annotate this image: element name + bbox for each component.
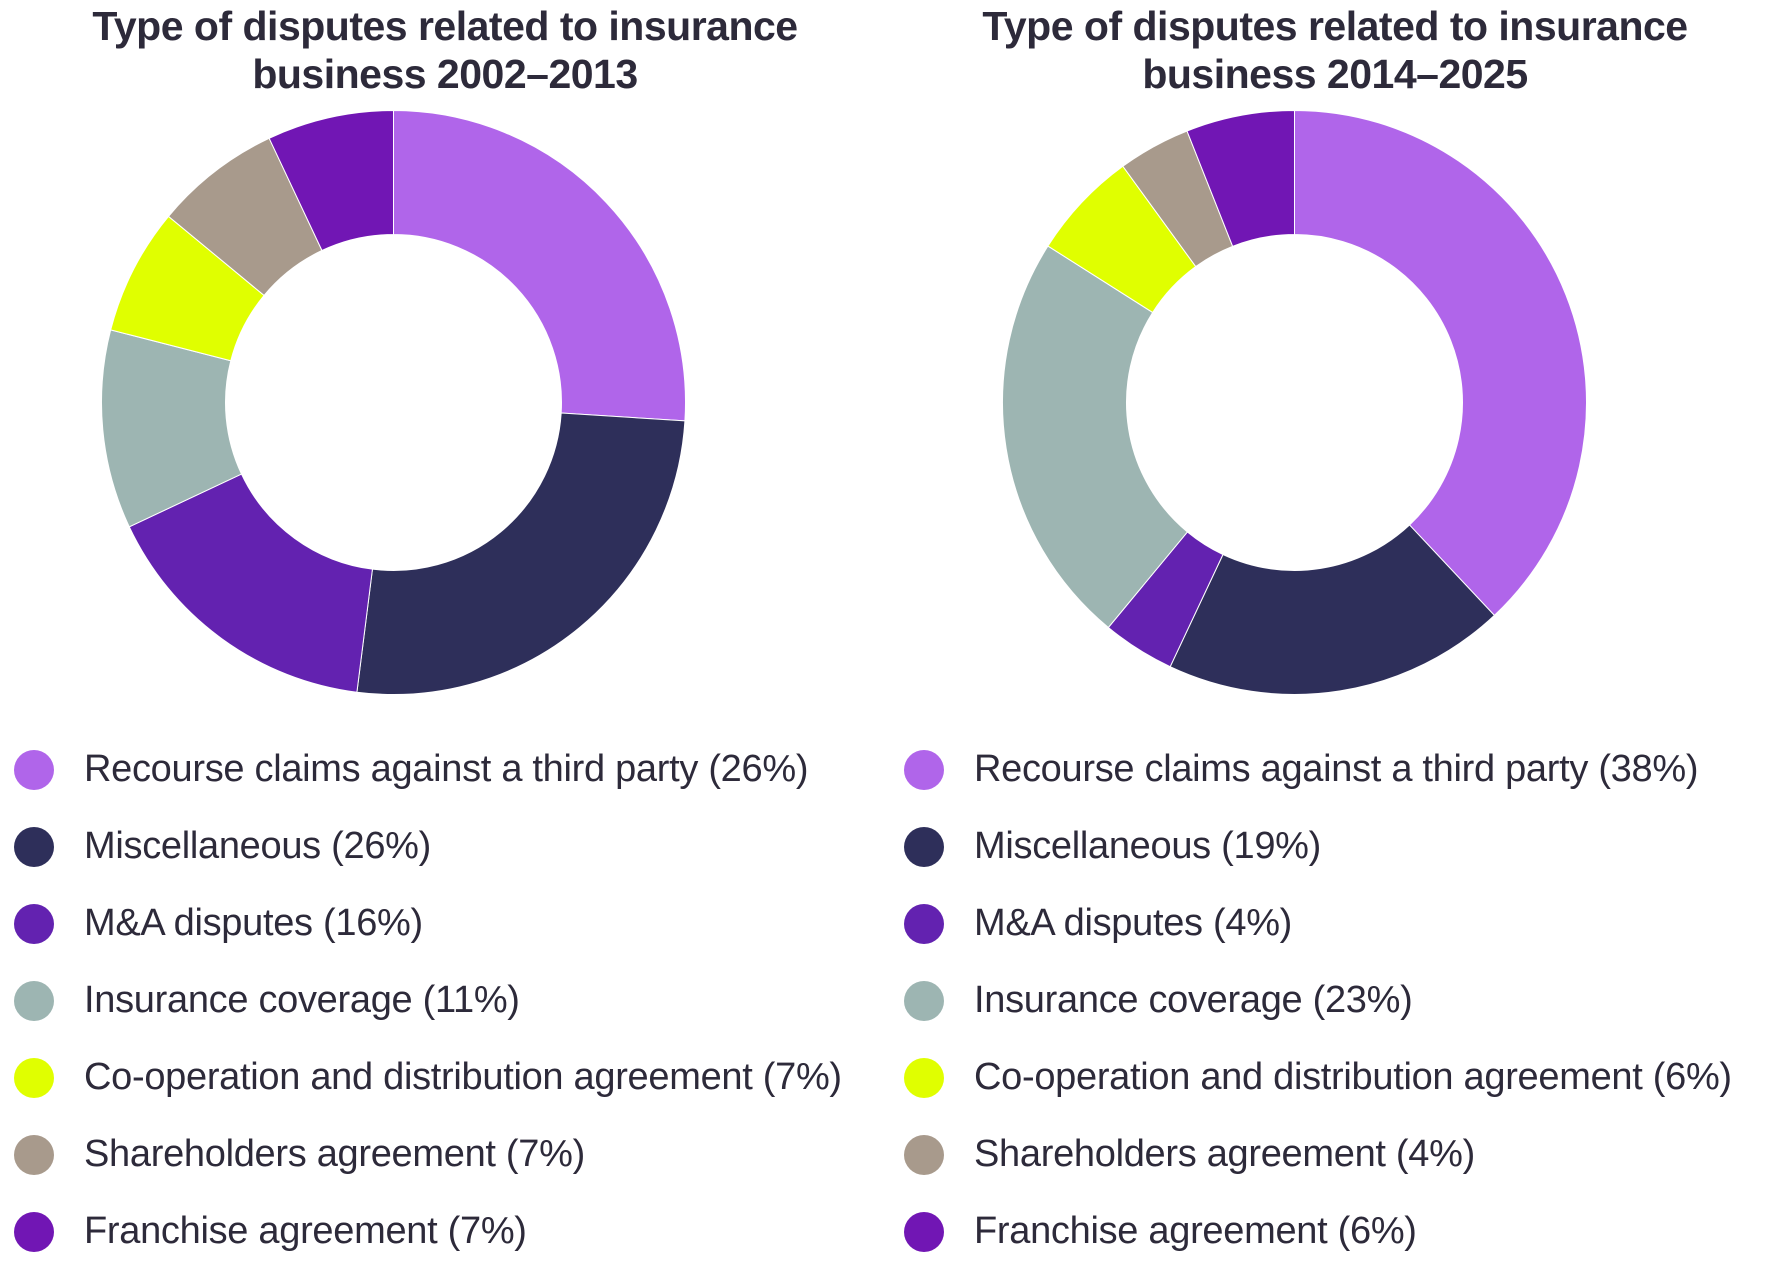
chart-title-line-1: Type of disputes related to insurance xyxy=(92,3,798,49)
legend-label: Franchise agreement (7%) xyxy=(84,1210,527,1252)
donut-slice-franchise-agreement xyxy=(1186,110,1295,247)
donut-slice-recourse-claims-against-a-third-party xyxy=(1294,110,1587,617)
legend-item-manda-disputes: M&A disputes (4%) xyxy=(890,892,1780,952)
legend-swatch xyxy=(14,981,54,1021)
legend-item-manda-disputes: M&A disputes (16%) xyxy=(0,892,890,952)
legend-item-recourse-claims-against-a-third-party: Recourse claims against a third party (3… xyxy=(890,738,1780,798)
legend-label: Co-operation and distribution agreement … xyxy=(84,1056,842,1098)
legend-item-miscellaneous: Miscellaneous (26%) xyxy=(0,815,890,875)
legend-swatch xyxy=(904,1212,944,1252)
legend-swatch xyxy=(904,827,944,867)
legend-label: Recourse claims against a third party (3… xyxy=(974,748,1699,790)
chart-title-line-1: Type of disputes related to insurance xyxy=(982,3,1688,49)
chart-panel-2014-2025: Type of disputes related to insurance bu… xyxy=(890,0,1780,1252)
donut-slice-franchise-agreement xyxy=(268,110,394,252)
chart-title-line-2: business 2014–2025 xyxy=(1142,51,1528,97)
legend-item-shareholders-agreement: Shareholders agreement (7%) xyxy=(0,1123,890,1183)
legend-label: Shareholders agreement (4%) xyxy=(974,1133,1475,1175)
legend-item-co-operation-and-distribution-agreement: Co-operation and distribution agreement … xyxy=(0,1046,890,1106)
chart-panel-2002-2013: Type of disputes related to insurance bu… xyxy=(0,0,890,1252)
chart-title: Type of disputes related to insurance bu… xyxy=(890,2,1780,98)
legend-swatch xyxy=(14,1135,54,1175)
legend-swatch xyxy=(904,750,944,790)
chart-title: Type of disputes related to insurance bu… xyxy=(0,2,890,98)
donut-chart xyxy=(1002,110,1587,695)
legend-swatch xyxy=(904,1135,944,1175)
legend-swatch xyxy=(14,1058,54,1098)
legend-label: Miscellaneous (26%) xyxy=(84,825,432,867)
legend-item-franchise-agreement: Franchise agreement (6%) xyxy=(890,1200,1780,1260)
legend-label: Recourse claims against a third party (2… xyxy=(84,748,809,790)
donut-slice-manda-disputes xyxy=(128,473,374,693)
legend-swatch xyxy=(14,827,54,867)
legend-swatch xyxy=(904,904,944,944)
legend-item-miscellaneous: Miscellaneous (19%) xyxy=(890,815,1780,875)
legend-swatch xyxy=(14,904,54,944)
legend-item-shareholders-agreement: Shareholders agreement (4%) xyxy=(890,1123,1780,1183)
legend-swatch xyxy=(904,1058,944,1098)
legend-label: Insurance coverage (23%) xyxy=(974,979,1413,1021)
legend-label: M&A disputes (4%) xyxy=(974,902,1293,944)
donut-slice-miscellaneous xyxy=(1169,524,1496,695)
donut-slice-miscellaneous xyxy=(356,412,686,695)
legend-item-insurance-coverage: Insurance coverage (23%) xyxy=(890,969,1780,1029)
legend-swatch xyxy=(14,750,54,790)
legend-item-franchise-agreement: Franchise agreement (7%) xyxy=(0,1200,890,1260)
legend-item-insurance-coverage: Insurance coverage (11%) xyxy=(0,969,890,1029)
legend-item-recourse-claims-against-a-third-party: Recourse claims against a third party (2… xyxy=(0,738,890,798)
legend-label: Insurance coverage (11%) xyxy=(84,979,520,1021)
donut-slice-recourse-claims-against-a-third-party xyxy=(393,110,686,422)
legend-label: M&A disputes (16%) xyxy=(84,902,423,944)
legend-label: Franchise agreement (6%) xyxy=(974,1210,1417,1252)
donut-chart xyxy=(101,110,686,695)
legend-label: Co-operation and distribution agreement … xyxy=(974,1056,1732,1098)
legend-swatch xyxy=(14,1212,54,1252)
legend-label: Shareholders agreement (7%) xyxy=(84,1133,585,1175)
legend-label: Miscellaneous (19%) xyxy=(974,825,1322,867)
legend-item-co-operation-and-distribution-agreement: Co-operation and distribution agreement … xyxy=(890,1046,1780,1106)
chart-title-line-2: business 2002–2013 xyxy=(252,51,638,97)
legend-swatch xyxy=(904,981,944,1021)
donut-slice-insurance-coverage xyxy=(1002,245,1189,629)
